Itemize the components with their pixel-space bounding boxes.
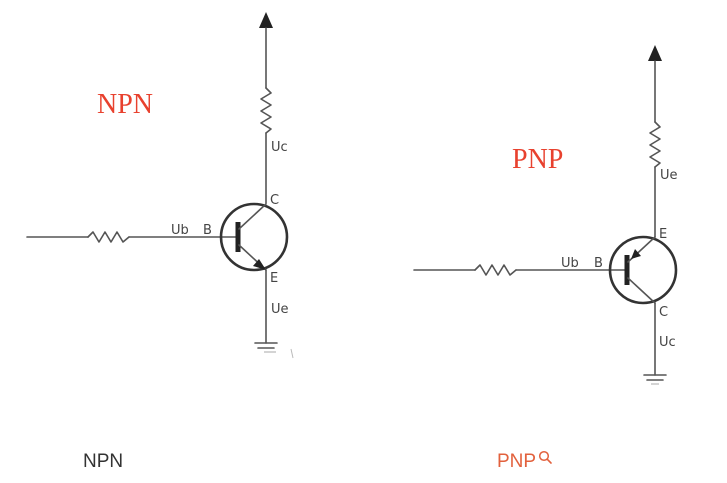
pnp-caption-link[interactable]: PNP xyxy=(497,449,553,473)
npn-circuit: NPN Uc C Ub B E Ue xyxy=(26,12,294,359)
npn-collector-lead xyxy=(238,203,267,230)
pnp-emitter-arrow xyxy=(631,249,641,259)
pnp-collector-lead xyxy=(627,277,656,304)
pnp-base-resistor xyxy=(474,264,517,276)
pnp-ue-label: Ue xyxy=(660,168,678,183)
pnp-b-label: B xyxy=(594,256,603,271)
pnp-circuit: PNP Ue E Ub B C Uc xyxy=(413,45,678,385)
pnp-ub-label: Ub xyxy=(561,256,579,271)
npn-base-resistor xyxy=(87,231,130,243)
npn-e-label: E xyxy=(270,271,278,286)
npn-emitter-arrow xyxy=(253,259,266,270)
pnp-emitter-resistor xyxy=(649,121,661,168)
npn-transistor-body xyxy=(219,202,289,272)
npn-title: NPN xyxy=(97,89,153,120)
pnp-e-label: E xyxy=(659,227,667,242)
npn-stray-mark xyxy=(290,348,294,359)
search-icon[interactable] xyxy=(538,449,553,471)
npn-c-label: C xyxy=(270,193,279,208)
npn-supply-arrow xyxy=(259,12,273,28)
pnp-transistor-body xyxy=(608,235,678,305)
npn-ue-label: Ue xyxy=(271,302,289,317)
npn-uc-label: Uc xyxy=(271,140,288,155)
npn-b-label: B xyxy=(203,223,212,238)
pnp-supply-arrow xyxy=(648,45,662,61)
npn-ub-label: Ub xyxy=(171,223,189,238)
pnp-title: PNP xyxy=(512,144,563,175)
pnp-uc-label: Uc xyxy=(659,335,676,350)
npn-collector-resistor xyxy=(260,87,272,134)
pnp-c-label: C xyxy=(659,305,668,320)
pnp-caption-text: PNP xyxy=(497,451,537,472)
npn-caption: NPN xyxy=(83,451,124,472)
